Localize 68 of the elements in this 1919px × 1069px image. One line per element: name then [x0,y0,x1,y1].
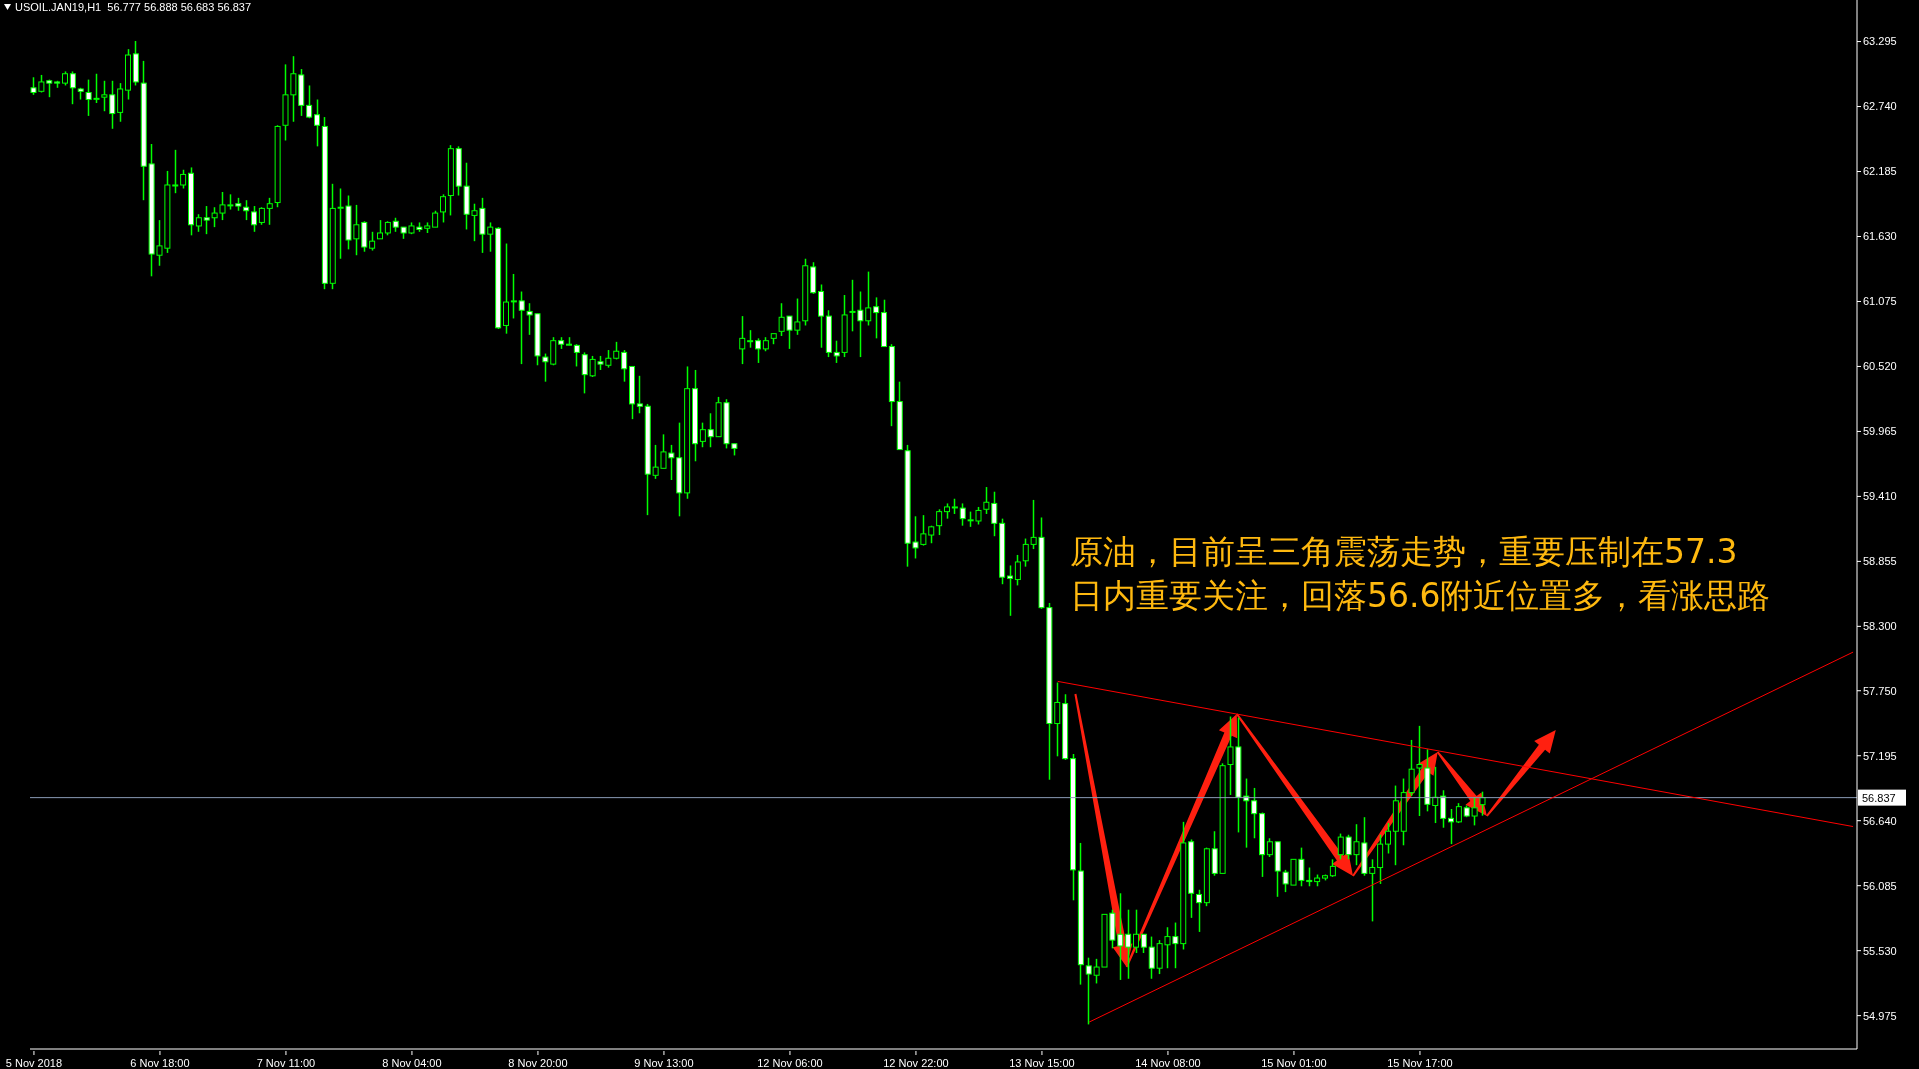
y-tick-label: 56.085 [1863,879,1897,892]
y-tick-label: 57.195 [1863,749,1897,762]
ref-line-label: 56.837 [1862,791,1896,804]
y-tick-label: 60.520 [1863,360,1897,373]
candlestick [1007,564,1013,617]
x-tick-label: 15 Nov 01:00 [1261,1057,1327,1069]
candlestick [518,290,525,365]
x-tick-label: 12 Nov 06:00 [757,1057,823,1069]
y-tick-label: 55.530 [1863,944,1897,957]
y-tick-label: 57.750 [1863,684,1897,697]
y-tick-label: 58.855 [1863,555,1897,568]
candlestick [873,296,880,340]
candlestick [510,273,517,320]
candlestick [69,70,76,105]
candlestick [1133,908,1139,954]
candlestick [936,508,943,536]
candlestick [369,231,376,252]
candlestick [503,242,509,335]
candlestick [1196,889,1202,933]
y-tick-label: 59.410 [1863,490,1897,503]
candlestick [1014,554,1021,587]
x-tick-label: 13 Nov 15:00 [1009,1057,1075,1069]
candlestick [699,421,706,448]
candlestick [755,337,761,364]
annotation: 日内重要关注，回落56.6附近位置多，看涨思路 [1070,576,1771,616]
x-tick-label: 5 Nov 2018 [5,1057,63,1069]
candlestick [959,502,966,527]
y-tick-label: 62.185 [1863,165,1897,178]
y-tick-label: 61.075 [1863,295,1897,308]
y-tick-label: 54.975 [1863,1009,1897,1022]
x-tick-label: 8 Nov 20:00 [508,1057,568,1069]
x-tick-label: 12 Nov 22:00 [883,1057,949,1069]
candlestick [573,343,580,368]
candlestick [739,315,746,365]
y-tick-label: 56.640 [1863,814,1897,827]
annotation: 原油，目前呈三角震荡走势，重要压制在57.3 [1070,532,1738,572]
candlestick [1448,808,1454,845]
candlestick [1251,787,1258,840]
candlestick [117,82,124,123]
x-tick-label: 9 Nov 13:00 [634,1057,694,1069]
candlestick [1377,834,1384,885]
x-tick-label: 8 Nov 04:00 [382,1057,442,1069]
y-tick-label: 59.965 [1863,425,1897,438]
x-tick-label: 7 Nov 11:00 [256,1057,316,1069]
candlestick [636,375,643,415]
candlestick [1479,790,1486,817]
y-tick-label: 58.300 [1863,620,1897,633]
candlestick [1125,908,1132,980]
y-tick-label: 61.630 [1863,230,1897,243]
candlestick [440,193,446,224]
x-tick-label: 15 Nov 17:00 [1387,1057,1453,1069]
y-tick-label: 63.295 [1863,35,1897,48]
candlestick [1440,789,1447,829]
candlestick [314,98,320,148]
candlestick [1266,837,1273,858]
x-tick-label: 6 Nov 18:00 [130,1057,190,1069]
candlestick [1140,933,1147,954]
candlestick [251,205,257,233]
candlestick [243,199,250,221]
candlestick [1385,822,1391,855]
candlestick [621,349,628,383]
chart-title: USOIL.JAN19,H1 56.777 56.888 56.683 56.837 [15,1,252,13]
candlestick [306,84,313,119]
x-tick-label: 14 Nov 08:00 [1135,1057,1201,1069]
candlestick [377,219,383,240]
candlestick [180,169,187,190]
y-tick-label: 62.740 [1863,100,1897,113]
candlestick [266,197,273,226]
